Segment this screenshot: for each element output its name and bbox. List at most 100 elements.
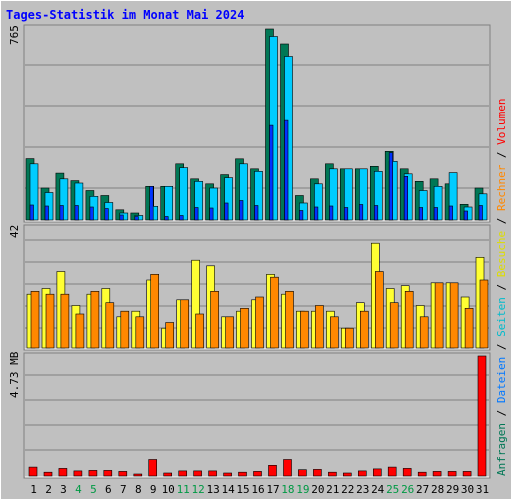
bar-seiten-day-25 [388, 152, 394, 221]
x-tick-day-28: 28 [431, 483, 444, 496]
x-tick-day-26: 26 [401, 483, 414, 496]
bar-seiten-day-7 [119, 214, 124, 221]
bar-seiten-day-14 [224, 202, 229, 221]
bar-rechner-day-21 [330, 316, 339, 349]
bar-seiten-day-17 [269, 124, 274, 221]
bar-seiten-day-29 [448, 205, 453, 221]
legend-item-8: Rechner [495, 164, 508, 211]
bar-rechner-day-3 [60, 293, 70, 349]
x-tick-day-20: 20 [311, 483, 324, 496]
bar-seiten-day-9 [149, 186, 154, 221]
bar-volumen-day-11 [178, 470, 187, 477]
legend-item-10: Volumen [495, 98, 508, 144]
bar-volumen-day-23 [357, 470, 367, 477]
bar-rechner-day-27 [419, 316, 429, 349]
bar-rechner-day-31 [479, 279, 489, 349]
bar-volumen-day-28 [432, 471, 442, 477]
x-tick-day-11: 11 [177, 483, 190, 496]
bar-dateien-day-15 [239, 163, 248, 221]
bar-dateien-day-21 [329, 168, 338, 221]
bar-dateien-day-4 [74, 182, 84, 221]
legend: Anfragen / Dateien / Seiten / Besuche / … [495, 98, 508, 476]
legend-item-5: / [495, 277, 508, 297]
bar-volumen-day-22 [342, 472, 352, 477]
legend-item-7: / [495, 211, 508, 231]
bar-volumen-day-19 [298, 469, 307, 477]
bottom-y-max-label: 4.73 MB [8, 351, 21, 398]
bar-rechner-day-7 [120, 310, 130, 349]
bar-rechner-day-14 [225, 316, 234, 349]
bar-seiten-day-31 [478, 205, 483, 221]
bar-volumen-day-10 [163, 472, 172, 477]
bar-rechner-day-6 [105, 302, 115, 349]
bar-rechner-day-28 [434, 282, 444, 349]
panel-volume [23, 352, 491, 479]
bar-dateien-day-24 [373, 171, 383, 221]
bar-volumen-day-13 [208, 470, 217, 477]
bar-dateien-day-16 [254, 171, 263, 221]
bar-volumen-day-15 [238, 471, 247, 477]
bar-rechner-day-11 [180, 299, 189, 349]
bar-seiten-day-4 [74, 205, 79, 221]
legend-item-0: Anfragen [495, 423, 508, 476]
x-tick-day-7: 7 [120, 483, 127, 496]
bar-seiten-day-28 [433, 207, 438, 221]
x-tick-day-12: 12 [191, 483, 204, 496]
x-tick-day-22: 22 [341, 483, 354, 496]
bar-volumen-day-27 [417, 471, 427, 477]
x-tick-day-8: 8 [135, 483, 142, 496]
bar-rechner-day-25 [389, 302, 399, 349]
bar-seiten-day-30 [463, 210, 468, 221]
bar-rechner-day-12 [195, 313, 204, 349]
legend-item-3: / [495, 337, 508, 357]
panel-frame [23, 352, 491, 479]
bar-rechner-day-19 [300, 310, 309, 349]
bar-dateien-day-28 [433, 186, 443, 221]
bar-seiten-day-8 [134, 216, 139, 221]
bar-seiten-day-12 [194, 207, 199, 221]
bar-seiten-day-23 [358, 204, 364, 221]
x-tick-day-1: 1 [30, 483, 37, 496]
bar-volumen-day-29 [447, 471, 457, 477]
x-tick-day-3: 3 [60, 483, 67, 496]
bar-volumen-day-14 [223, 472, 232, 477]
bar-seiten-day-11 [179, 215, 184, 221]
bar-volumen-day-16 [253, 471, 262, 477]
x-tick-day-13: 13 [206, 483, 219, 496]
bar-dateien-day-11 [179, 167, 188, 221]
bar-volumen-day-20 [313, 469, 322, 477]
bar-volumen-day-25 [387, 466, 397, 477]
panel-requests [23, 24, 491, 223]
middle-y-max-label: 42 [8, 225, 21, 238]
x-tick-day-19: 19 [296, 483, 309, 496]
x-tick-day-31: 31 [476, 483, 489, 496]
bar-seiten-day-13 [209, 207, 214, 221]
x-tick-day-23: 23 [356, 483, 369, 496]
x-tick-day-6: 6 [105, 483, 112, 496]
bar-volumen-day-31 [477, 355, 487, 477]
bar-volumen-day-12 [193, 470, 202, 477]
bar-dateien-day-13 [209, 187, 218, 221]
bar-rechner-day-20 [315, 305, 324, 349]
bar-volumen-day-24 [372, 468, 382, 477]
x-tick-day-27: 27 [416, 483, 429, 496]
bar-rechner-day-24 [374, 271, 384, 349]
bar-dateien-day-27 [418, 190, 428, 221]
x-tick-day-24: 24 [371, 483, 385, 496]
bar-seiten-day-5 [89, 206, 94, 221]
bar-rechner-day-23 [359, 310, 369, 349]
bar-dateien-day-3 [59, 178, 69, 221]
bar-volumen-day-5 [88, 470, 98, 477]
bar-rechner-day-8 [135, 316, 145, 349]
x-tick-day-9: 9 [150, 483, 157, 496]
bar-seiten-day-20 [314, 206, 319, 221]
bar-rechner-day-9 [150, 273, 159, 349]
bar-volumen-day-17 [268, 464, 277, 477]
bar-volumen-day-9 [148, 459, 157, 477]
bar-volumen-day-7 [118, 471, 128, 477]
bar-seiten-day-10 [164, 216, 169, 221]
chart-title: Tages-Statistik im Monat Mai 2024 [6, 8, 244, 22]
bar-dateien-day-10 [164, 186, 173, 221]
